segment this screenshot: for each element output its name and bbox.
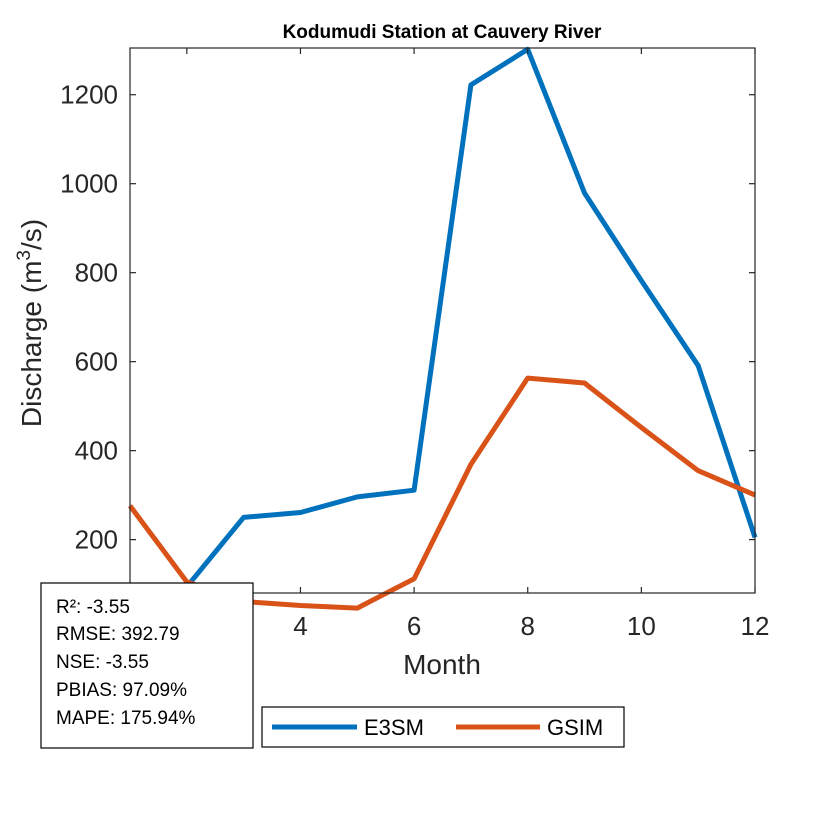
x-tick-label: 6 [407, 611, 421, 641]
y-axis-label-main: Discharge (m [16, 261, 47, 427]
x-tick-label: 10 [627, 611, 656, 641]
y-tick-label: 200 [75, 525, 118, 555]
y-tick-label: 600 [75, 347, 118, 377]
y-axis-label-superscript: 3 [14, 250, 35, 261]
plot-frame [129, 47, 756, 594]
legend-label-e3sm: E3SM [364, 715, 424, 740]
chart-title: Kodumudi Station at Cauvery River [283, 22, 602, 43]
y-axis-label: Discharge (m3/s) [14, 219, 47, 427]
y-axis-label-tail: /s) [16, 219, 47, 250]
y-tick-label: 400 [75, 436, 118, 466]
x-tick-label: 8 [520, 611, 534, 641]
y-tick-label: 800 [75, 258, 118, 288]
legend: E3SM GSIM [261, 706, 625, 748]
stats-rmse: RMSE: 392.79 [56, 624, 180, 645]
series-line-e3sm [129, 46, 758, 590]
stats-mape: MAPE: 175.94% [56, 708, 196, 729]
stats-nse: NSE: -3.55 [56, 652, 149, 673]
x-tick-label: 4 [293, 611, 307, 641]
stats-box-frame [40, 582, 254, 749]
stats-pbias: PBIAS: 97.09% [56, 680, 187, 701]
y-tick-label: 1000 [60, 169, 118, 199]
stats-r2: R²: -3.55 [56, 597, 130, 618]
legend-label-gsim: GSIM [547, 715, 603, 740]
y-tick-label: 1200 [60, 80, 118, 110]
stats-box: R²: -3.55 RMSE: 392.79 NSE: -3.55 PBIAS:… [40, 582, 254, 749]
x-tick-label: 12 [741, 611, 770, 641]
ticks-layer: 2468101220040060080010001200 [60, 48, 769, 641]
plot-area [130, 48, 755, 593]
x-axis-label: Month [403, 649, 481, 680]
